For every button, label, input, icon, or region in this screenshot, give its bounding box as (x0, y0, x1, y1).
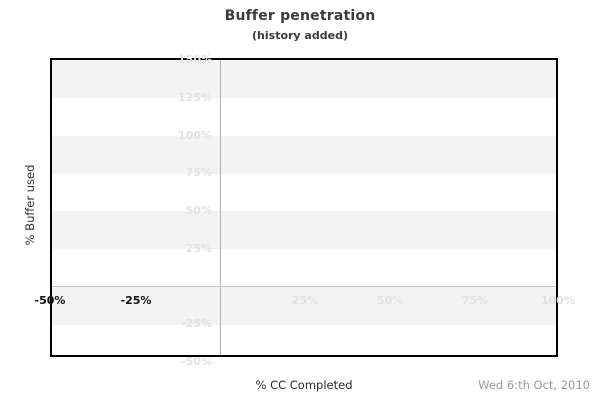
plot-area: 150% 125% 100% 75% 50% 25% -25% -50% -50… (35, 53, 575, 368)
x-tick-label: 50% (376, 294, 404, 307)
x-tick-label: 25% (291, 294, 319, 307)
y-tick-label: 50% (185, 204, 212, 217)
zero-line-vertical (219, 60, 221, 355)
grid-band (52, 60, 556, 98)
y-axis-title: % Buffer used (23, 164, 37, 246)
grid-band (52, 135, 556, 174)
x-tick-label: 75% (461, 294, 489, 307)
y-tick-label: 25% (185, 242, 212, 255)
date-label: Wed 6:th Oct, 2010 (478, 378, 590, 392)
x-tick-label: -50% (34, 294, 66, 307)
y-tick-label: -25% (181, 317, 212, 330)
zero-line-horizontal (52, 286, 556, 287)
x-tick-label: 100% (541, 294, 575, 307)
grid-band (52, 286, 556, 325)
x-tick-label: -25% (120, 294, 152, 307)
x-axis-title: % CC Completed (255, 378, 353, 392)
y-tick-label: 150% (178, 53, 212, 66)
y-tick-label: 75% (185, 166, 212, 179)
chart-title: Buffer penetration (224, 8, 376, 24)
y-tick-label: -50% (181, 355, 212, 368)
grid-band (52, 211, 556, 249)
y-tick-label: 125% (178, 91, 212, 104)
chart-subtitle: (history added) (252, 29, 348, 42)
y-tick-label: 100% (178, 129, 212, 142)
